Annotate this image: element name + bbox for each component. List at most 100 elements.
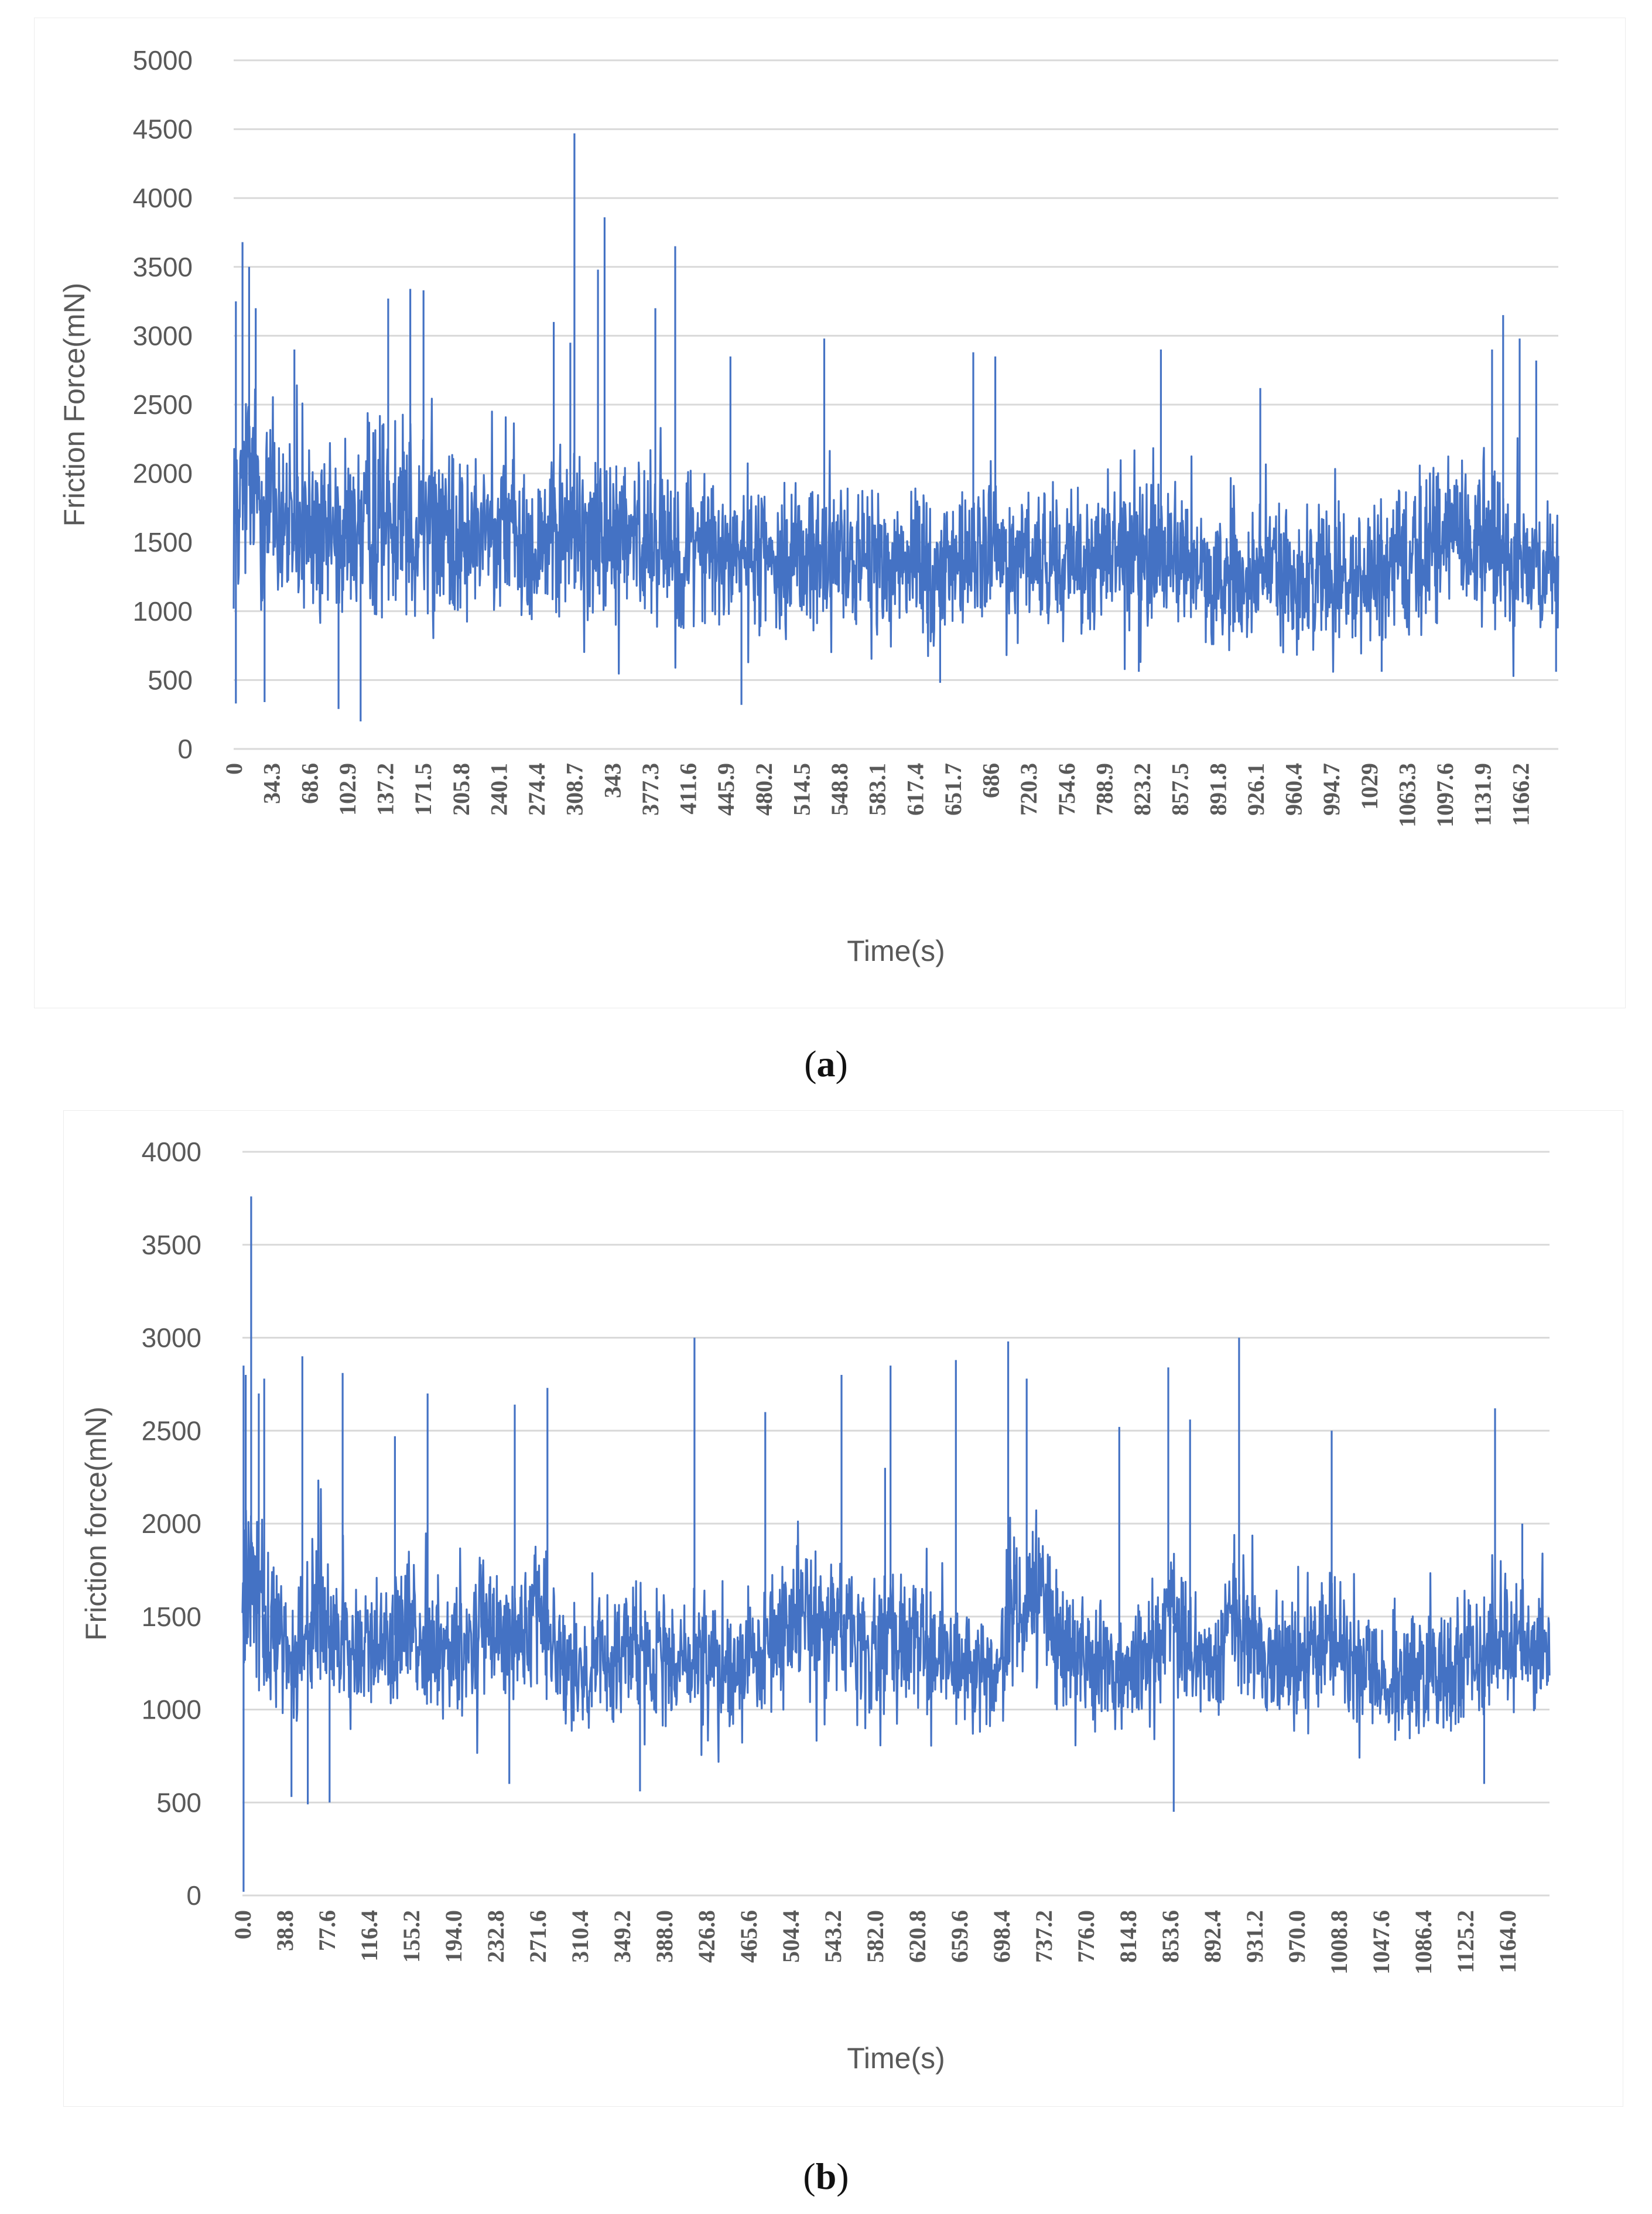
- x-axis-label: Time(s): [847, 935, 945, 967]
- x-tick-label: 926.1: [1243, 763, 1269, 816]
- x-tick-label: 1164.0: [1494, 1910, 1521, 1973]
- x-tick-label: 617.4: [902, 763, 928, 816]
- x-tick-label: 651.7: [940, 763, 966, 816]
- x-tick-label: 931.2: [1241, 1910, 1268, 1963]
- x-tick-label: 274.4: [524, 763, 550, 816]
- x-tick-label: 308.7: [562, 763, 588, 816]
- x-tick-label: 445.9: [713, 763, 739, 816]
- x-tick-label: 754.6: [1054, 763, 1080, 816]
- x-tick-label: 137.2: [372, 763, 399, 816]
- y-tick-label: 4500: [133, 114, 193, 145]
- y-tick-label: 500: [148, 665, 193, 695]
- x-tick-label: 1029: [1356, 763, 1383, 810]
- x-tick-label: 377.3: [637, 763, 663, 816]
- x-tick-label: 388.0: [651, 1910, 678, 1963]
- caption-open-paren: (: [803, 2155, 816, 2197]
- x-tick-label: 271.6: [525, 1910, 551, 1963]
- x-tick-label: 310.4: [567, 1910, 593, 1963]
- x-tick-label: 171.5: [410, 763, 436, 816]
- x-tick-label: 548.8: [826, 763, 853, 816]
- x-tick-label: 34.3: [259, 763, 285, 804]
- x-tick-label: 1008.8: [1326, 1910, 1352, 1975]
- x-tick-label: 102.9: [334, 763, 361, 816]
- x-tick-label: 1063.3: [1394, 763, 1420, 827]
- x-tick-label: 1125.2: [1452, 1910, 1479, 1973]
- x-tick-label: 426.8: [693, 1910, 720, 1963]
- x-tick-label: 659.6: [946, 1910, 973, 1963]
- x-tick-label: 1097.6: [1432, 763, 1458, 827]
- y-tick-label: 0: [177, 734, 193, 764]
- x-tick-label: 892.4: [1199, 1910, 1226, 1963]
- x-tick-label: 686: [978, 763, 1004, 798]
- x-tick-label: 582.0: [862, 1910, 888, 1963]
- x-tick-label: 960.4: [1281, 763, 1307, 816]
- y-tick-label: 3000: [142, 1323, 201, 1353]
- y-tick-label: 4000: [133, 183, 193, 213]
- caption-close-paren: ): [836, 2155, 849, 2197]
- x-tick-label: 411.6: [675, 763, 702, 815]
- figure-caption-a: (a): [0, 1042, 1652, 1086]
- x-tick-label: 698.4: [989, 1910, 1015, 1963]
- x-tick-label: 1131.9: [1470, 763, 1496, 826]
- x-tick-label: 232.8: [483, 1910, 509, 1963]
- y-tick-label: 4000: [142, 1137, 201, 1167]
- x-tick-label: 77.6: [314, 1910, 340, 1951]
- x-tick-label: 891.8: [1205, 763, 1231, 816]
- x-tick-label: 857.5: [1167, 763, 1193, 816]
- y-tick-label: 2000: [142, 1508, 201, 1539]
- x-tick-label: 543.2: [820, 1910, 846, 1963]
- caption-label-a: a: [816, 1043, 836, 1084]
- x-axis-label: Time(s): [847, 2042, 945, 2075]
- y-tick-label: 1500: [142, 1602, 201, 1632]
- x-tick-label: 0.0: [230, 1910, 256, 1939]
- x-tick-label: 116.4: [356, 1910, 382, 1962]
- caption-open-paren: (: [804, 1043, 817, 1084]
- x-tick-label: 68.6: [296, 763, 323, 804]
- x-tick-label: 465.6: [736, 1910, 762, 1963]
- x-tick-label: 0: [221, 763, 247, 775]
- x-tick-label: 1047.6: [1368, 1910, 1394, 1975]
- x-tick-label: 583.1: [864, 763, 891, 816]
- y-tick-label: 2500: [142, 1415, 201, 1446]
- y-axis-label: Friction force(mN): [80, 1407, 112, 1641]
- x-tick-label: 823.2: [1129, 763, 1155, 816]
- y-tick-label: 1500: [133, 527, 193, 557]
- x-tick-label: 194.0: [440, 1910, 467, 1963]
- x-tick-label: 1166.2: [1507, 763, 1534, 826]
- x-tick-label: 205.8: [448, 763, 474, 816]
- x-tick-label: 240.1: [485, 763, 512, 816]
- x-tick-label: 504.4: [778, 1910, 804, 1963]
- chart-panel-a: 0 500 1000 1500 2000 2500 3000 3500 4000 4500 5000…: [34, 18, 1626, 1008]
- caption-label-b: b: [815, 2155, 837, 2197]
- x-tick-label: 38.8: [272, 1910, 298, 1951]
- series-line: [232, 133, 1559, 721]
- chart-panel-b: 0 500 1000 1500 2000 2500 3000 3500 4000 0.0 38.8…: [63, 1110, 1623, 2107]
- y-tick-label: 500: [156, 1787, 201, 1818]
- y-tick-label: 1000: [142, 1695, 201, 1725]
- x-tick-label: 788.9: [1091, 763, 1117, 816]
- x-tick-label: 814.8: [1115, 1910, 1141, 1963]
- y-tick-label: 3000: [133, 320, 193, 351]
- x-tick-label: 737.2: [1031, 1910, 1057, 1963]
- y-tick-label: 1000: [133, 596, 193, 627]
- x-tick-label: 970.0: [1284, 1910, 1310, 1963]
- y-tick-label: 3500: [142, 1230, 201, 1260]
- y-tick-label: 5000: [133, 45, 193, 76]
- y-tick-label: 0: [186, 1880, 201, 1911]
- x-tick-label: 720.3: [1015, 763, 1042, 816]
- y-tick-label: 2000: [133, 458, 193, 489]
- x-tick-label: 514.5: [788, 763, 815, 816]
- x-tick-label: 480.2: [751, 763, 777, 816]
- x-tick-label: 620.8: [904, 1910, 931, 1963]
- x-tick-label: 343: [599, 763, 625, 798]
- y-tick-label: 2500: [133, 389, 193, 420]
- x-tick-label: 853.6: [1157, 1910, 1184, 1963]
- x-tick-label: 776.0: [1073, 1910, 1099, 1963]
- x-tick-label: 349.2: [609, 1910, 635, 1963]
- caption-close-paren: ): [835, 1043, 848, 1084]
- x-tick-label: 1086.4: [1410, 1910, 1436, 1975]
- x-tick-label: 155.2: [398, 1910, 425, 1963]
- series-line: [241, 1196, 1551, 1892]
- friction-force-chart-a: 0 500 1000 1500 2000 2500 3000 3500 4000 4500 5000…: [58, 45, 1559, 967]
- figure-caption-b: (b): [0, 2155, 1652, 2198]
